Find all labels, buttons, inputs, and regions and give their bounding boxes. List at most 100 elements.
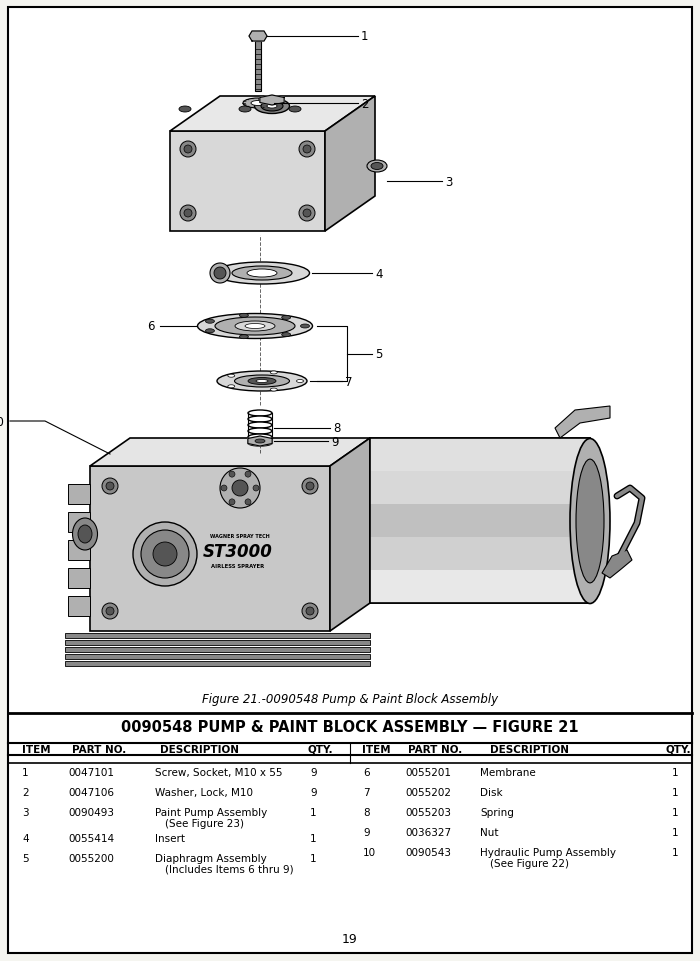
Text: 1: 1 bbox=[361, 31, 368, 43]
Ellipse shape bbox=[228, 375, 234, 378]
Text: Diaphragm Assembly: Diaphragm Assembly bbox=[155, 853, 267, 863]
Circle shape bbox=[184, 146, 192, 154]
Polygon shape bbox=[260, 96, 284, 106]
Circle shape bbox=[133, 523, 197, 586]
Bar bbox=[65, 661, 370, 666]
Ellipse shape bbox=[215, 318, 295, 335]
Polygon shape bbox=[68, 597, 90, 616]
Polygon shape bbox=[68, 540, 90, 560]
Ellipse shape bbox=[270, 372, 277, 375]
Circle shape bbox=[180, 206, 196, 222]
Text: 1: 1 bbox=[672, 827, 678, 837]
Polygon shape bbox=[555, 407, 610, 438]
Text: 0055203: 0055203 bbox=[405, 807, 451, 817]
Ellipse shape bbox=[367, 160, 387, 173]
Text: 8: 8 bbox=[333, 422, 340, 435]
Ellipse shape bbox=[576, 459, 604, 583]
Text: ITEM: ITEM bbox=[22, 744, 50, 754]
Text: AIRLESS SPRAYER: AIRLESS SPRAYER bbox=[211, 564, 265, 569]
Ellipse shape bbox=[234, 376, 290, 387]
Circle shape bbox=[229, 500, 235, 505]
Ellipse shape bbox=[255, 439, 265, 444]
Circle shape bbox=[102, 479, 118, 495]
Text: ITEM: ITEM bbox=[362, 744, 391, 754]
Ellipse shape bbox=[206, 320, 214, 324]
Text: Paint Pump Assembly: Paint Pump Assembly bbox=[155, 807, 267, 817]
Ellipse shape bbox=[248, 378, 276, 385]
Ellipse shape bbox=[206, 330, 214, 333]
Bar bbox=[370, 571, 590, 604]
Circle shape bbox=[232, 480, 248, 497]
Text: DESCRIPTION: DESCRIPTION bbox=[160, 744, 239, 754]
Text: 9: 9 bbox=[363, 827, 370, 837]
Ellipse shape bbox=[210, 263, 230, 283]
Circle shape bbox=[106, 607, 114, 615]
Polygon shape bbox=[248, 436, 272, 447]
Circle shape bbox=[102, 604, 118, 619]
Text: 4: 4 bbox=[375, 267, 382, 281]
Text: 1: 1 bbox=[672, 847, 678, 857]
Ellipse shape bbox=[261, 102, 283, 111]
Text: 19: 19 bbox=[342, 932, 358, 946]
Polygon shape bbox=[249, 32, 267, 42]
Text: 1: 1 bbox=[310, 807, 316, 817]
Ellipse shape bbox=[281, 333, 290, 337]
Circle shape bbox=[220, 469, 260, 508]
Ellipse shape bbox=[214, 268, 226, 280]
Circle shape bbox=[229, 472, 235, 478]
Text: 3: 3 bbox=[445, 175, 452, 188]
Ellipse shape bbox=[248, 423, 272, 429]
Bar bbox=[65, 654, 370, 659]
Polygon shape bbox=[170, 132, 325, 232]
Text: Membrane: Membrane bbox=[480, 767, 536, 777]
Text: Hydraulic Pump Assembly: Hydraulic Pump Assembly bbox=[480, 847, 616, 857]
Text: 9: 9 bbox=[331, 435, 339, 448]
Bar bbox=[370, 537, 590, 571]
Text: PART NO.: PART NO. bbox=[72, 744, 126, 754]
Circle shape bbox=[303, 209, 311, 218]
Text: Nut: Nut bbox=[480, 827, 498, 837]
Text: (Includes Items 6 thru 9): (Includes Items 6 thru 9) bbox=[165, 864, 293, 875]
Ellipse shape bbox=[300, 325, 309, 329]
Ellipse shape bbox=[570, 439, 610, 604]
Ellipse shape bbox=[297, 381, 304, 383]
Polygon shape bbox=[68, 568, 90, 588]
Text: 0055200: 0055200 bbox=[68, 853, 114, 863]
Text: (See Figure 23): (See Figure 23) bbox=[165, 818, 244, 828]
Text: Screw, Socket, M10 x 55: Screw, Socket, M10 x 55 bbox=[155, 767, 283, 777]
Ellipse shape bbox=[179, 107, 191, 112]
Ellipse shape bbox=[78, 526, 92, 543]
Text: QTY.: QTY. bbox=[665, 744, 691, 754]
Text: DESCRIPTION: DESCRIPTION bbox=[490, 744, 569, 754]
Ellipse shape bbox=[289, 107, 301, 112]
Circle shape bbox=[221, 485, 227, 491]
Text: 10: 10 bbox=[0, 415, 5, 428]
Text: 1: 1 bbox=[672, 787, 678, 798]
Text: PART NO.: PART NO. bbox=[408, 744, 462, 754]
Circle shape bbox=[303, 146, 311, 154]
Circle shape bbox=[245, 500, 251, 505]
Ellipse shape bbox=[232, 267, 292, 281]
Text: 10: 10 bbox=[363, 847, 376, 857]
Circle shape bbox=[253, 485, 259, 491]
Circle shape bbox=[306, 482, 314, 490]
Ellipse shape bbox=[217, 372, 307, 391]
Ellipse shape bbox=[239, 314, 248, 318]
Polygon shape bbox=[90, 466, 330, 631]
Circle shape bbox=[180, 142, 196, 158]
Text: QTY.: QTY. bbox=[308, 744, 334, 754]
Circle shape bbox=[245, 472, 251, 478]
Text: ST3000: ST3000 bbox=[203, 542, 273, 560]
Text: 1: 1 bbox=[310, 833, 316, 843]
Ellipse shape bbox=[248, 429, 272, 434]
Circle shape bbox=[302, 479, 318, 495]
Text: Disk: Disk bbox=[480, 787, 503, 798]
Text: WAGNER SPRAY TECH: WAGNER SPRAY TECH bbox=[210, 534, 270, 539]
Circle shape bbox=[184, 209, 192, 218]
Text: 0055414: 0055414 bbox=[68, 833, 114, 843]
Text: 1: 1 bbox=[672, 807, 678, 817]
Bar bbox=[255, 42, 261, 92]
Text: 7: 7 bbox=[345, 375, 353, 388]
Text: Insert: Insert bbox=[155, 833, 185, 843]
Circle shape bbox=[302, 604, 318, 619]
